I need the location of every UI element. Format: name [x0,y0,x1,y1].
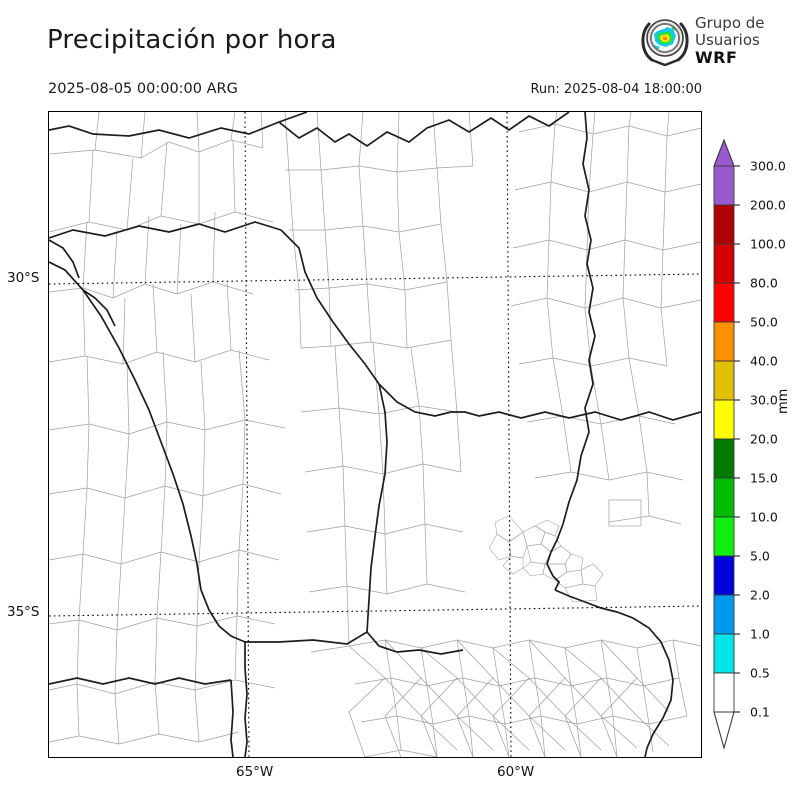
colorbar-tick-200: 200.0 [750,197,786,213]
colorbar-ticks [734,165,740,713]
buenos-aires-partidos [348,639,701,757]
colorbar-tick-300: 300.0 [750,158,786,174]
colorbar-tick-30: 30.0 [750,392,778,408]
colorbar-segments [713,165,735,713]
logo-line-3: WRF [695,48,738,67]
colorbar-tick-40: 40.0 [750,353,778,369]
axis-label-lon-60w: 60°W [497,764,535,780]
colorbar-tick-80: 80.0 [750,275,778,291]
colorbar-unit-label: mm [776,388,791,414]
colorbar-tick-100: 100.0 [750,236,786,252]
colorbar-gradient [713,138,740,751]
colorbar-tick-0p1: 0.1 [750,704,770,720]
gridline-lon-60 [506,112,512,757]
colorbar-tick-2: 2.0 [750,587,770,603]
axis-label-lon-65w: 65°W [236,764,274,780]
colorbar[interactable]: 300.0 200.0 100.0 80.0 50.0 40.0 30.0 20… [710,118,796,758]
graticule-gridlines [49,112,701,757]
logo-line-2: Usuarios [695,31,760,49]
province-borders [49,112,701,757]
globe-seal-icon [640,14,690,67]
map-plot-area[interactable] [48,111,702,758]
valid-time-label: 2025-08-05 00:00:00 ARG [48,81,238,97]
logo-line-1: Grupo de [695,14,765,32]
logo-text: Grupo de Usuarios WRF [695,14,765,67]
colorbar-tick-20: 20.0 [750,431,778,447]
gridline-lon-65 [244,112,250,757]
gridline-lat-30 [49,273,701,285]
colorbar-tick-1: 1.0 [750,626,770,642]
page-title: Precipitación por hora [47,25,337,55]
colorbar-tick-15: 15.0 [750,470,778,486]
colorbar-tick-10: 10.0 [750,509,778,525]
department-borders [49,112,701,757]
axis-label-lat-30s: 30°S [7,270,40,286]
colorbar-tick-50: 50.0 [750,314,778,330]
axis-label-lat-35s: 35°S [7,604,40,620]
gba-cluster [488,515,604,603]
gridline-lat-35 [49,605,701,617]
colorbar-tick-0p5: 0.5 [750,665,770,681]
colorbar-tick-5: 5.0 [750,548,770,564]
brand-logo: Grupo de Usuarios WRF [640,14,798,74]
run-time-label: Run: 2025-08-04 18:00:00 [530,82,702,97]
map-vector-layer [49,112,701,757]
